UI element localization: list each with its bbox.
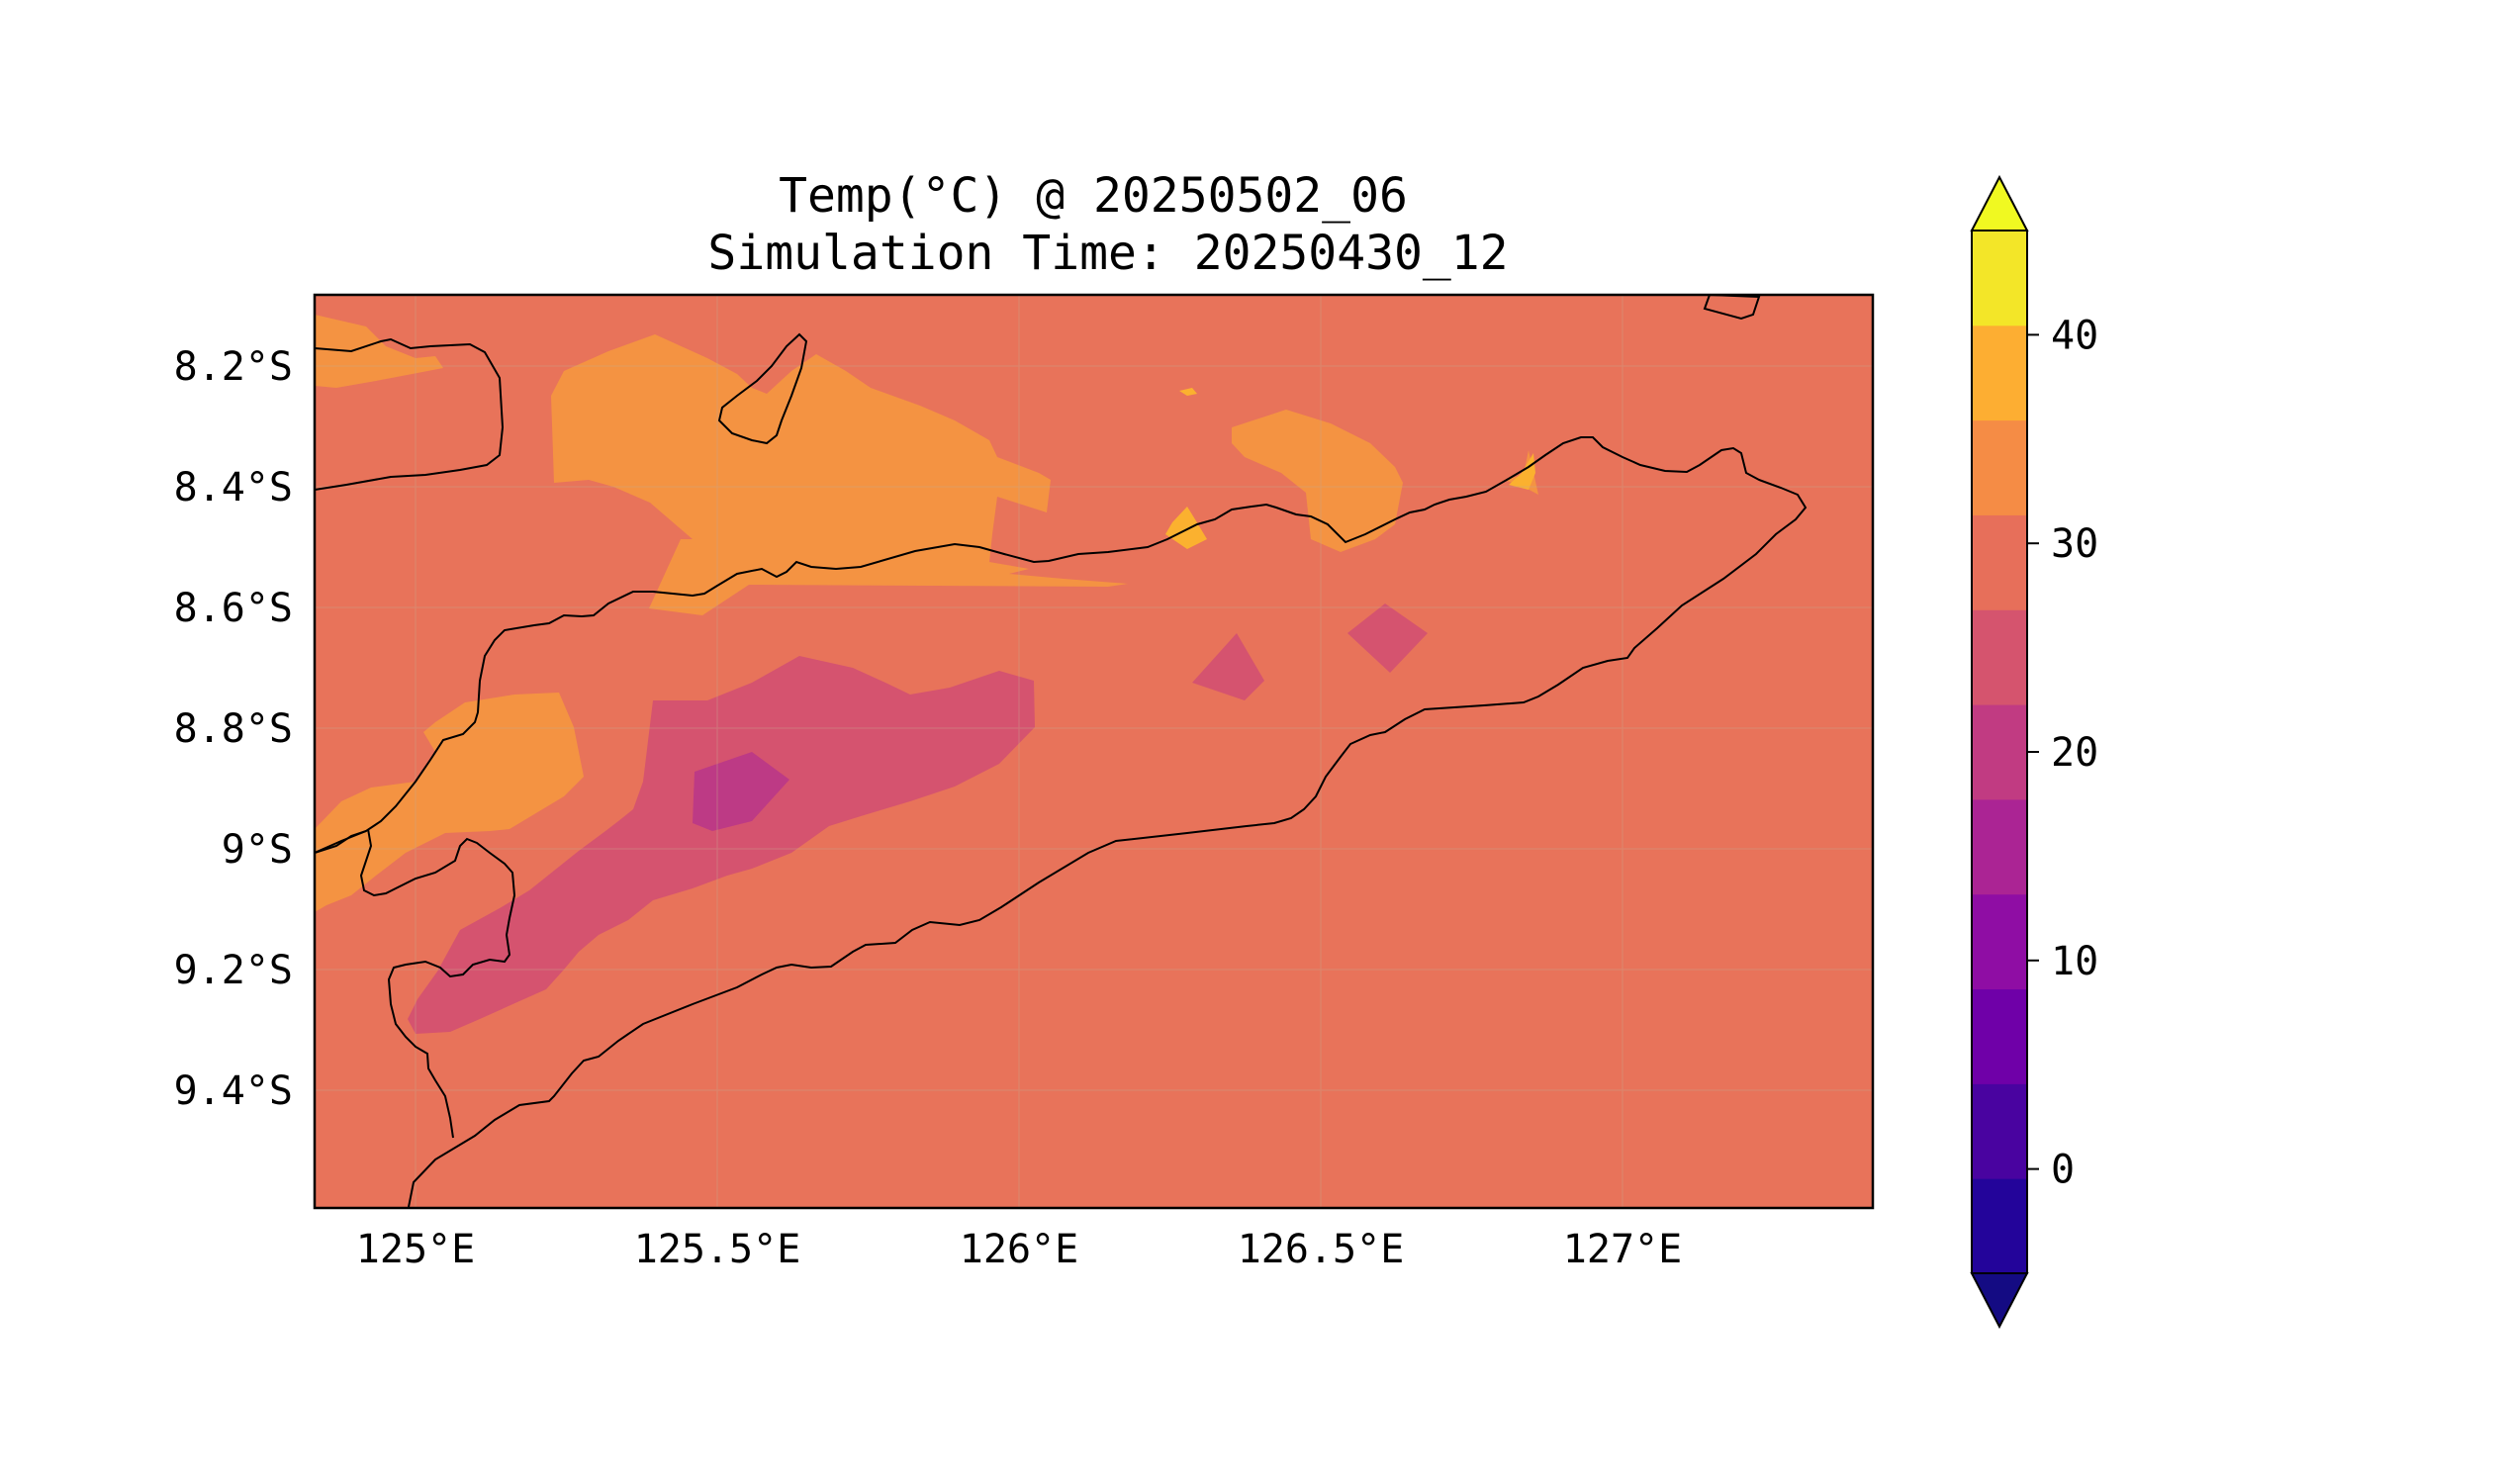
plot-title-line1: Temp(°C) @ 20250502_06 [779, 168, 1408, 224]
colorbar-segment [1972, 1083, 2027, 1179]
colorbar-over-extension [1970, 174, 2029, 232]
lon-tick-labels: 125°E 125.5°E 126°E 126.5°E 127°E [356, 1227, 1682, 1272]
colorbar-tick-label: 40 [2051, 313, 2098, 358]
colorbar-under-extension [1970, 1272, 2029, 1330]
colorbar-tick-label: 30 [2051, 521, 2098, 567]
colorbar-tick-label: 0 [2051, 1148, 2075, 1193]
lat-tick-label: 9.4°S [174, 1068, 293, 1114]
temp-field-30-35 [315, 315, 1538, 912]
colorbar-tick-label: 20 [2051, 730, 2098, 776]
colorbar-segment [1972, 325, 2027, 421]
lon-tick-label: 126.5°E [1238, 1227, 1405, 1272]
colorbar-segment [1972, 419, 2027, 515]
plot-title-line2: Simulation Time: 20250430_12 [707, 226, 1508, 281]
lon-tick-label: 127°E [1563, 1227, 1682, 1272]
temp-field-20-25 [408, 603, 1428, 1034]
colorbar-segment [1972, 798, 2027, 895]
colorbar-segment [1972, 1178, 2027, 1274]
lat-tick-label: 9°S [222, 827, 293, 873]
lat-tick-label: 8.2°S [174, 344, 293, 390]
colorbar-segment [1972, 704, 2027, 800]
temp-field-35-40 [1165, 388, 1535, 549]
lat-tick-label: 8.4°S [174, 465, 293, 510]
coastlines [315, 295, 1808, 1208]
colorbar-segment [1972, 231, 2027, 326]
temp-field-15-20 [693, 752, 789, 831]
lat-tick-label: 9.2°S [174, 948, 293, 993]
colorbar-segment [1972, 988, 2027, 1084]
colorbar-segment [1972, 514, 2027, 610]
lon-tick-label: 126°E [960, 1227, 1078, 1272]
colorbar-segment [1972, 609, 2027, 705]
colorbar: 0 10 20 30 40 [1970, 174, 2098, 1330]
map-gridlines [315, 295, 1873, 1208]
colorbar-tick-label: 10 [2051, 939, 2098, 984]
lon-tick-label: 125.5°E [634, 1227, 801, 1272]
lon-tick-label: 125°E [356, 1227, 475, 1272]
map-panel [315, 295, 1873, 1208]
lat-tick-label: 8.6°S [174, 586, 293, 631]
map-frame [313, 293, 1875, 1210]
lat-tick-label: 8.8°S [174, 706, 293, 752]
colorbar-segment [1972, 893, 2027, 990]
lat-tick-labels: 8.2°S 8.4°S 8.6°S 8.8°S 9°S 9.2°S 9.4°S [174, 344, 293, 1114]
